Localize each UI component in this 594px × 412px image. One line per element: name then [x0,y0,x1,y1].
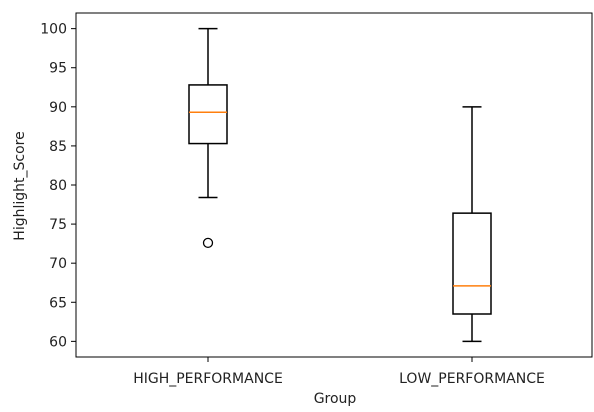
y-axis-ticks: 60 65 70 75 80 85 90 95 100 [40,22,76,350]
y-tick-label: 70 [49,256,67,272]
y-tick-label: 85 [49,139,67,155]
x-axis-label: Group [314,391,357,407]
y-tick-label: 60 [49,334,67,350]
box-high-performance [188,27,228,249]
x-tick-label: LOW_PERFORMANCE [399,371,545,387]
y-tick-label: 80 [49,178,67,194]
y-axis-label: Highlight_Score [12,131,28,240]
y-tick-label: 90 [49,100,67,116]
y-tick-label: 100 [40,22,67,38]
y-tick-label: 95 [49,61,67,77]
box-low-performance [452,106,492,343]
plot-area [75,12,593,358]
x-tick-label: HIGH_PERFORMANCE [133,371,283,387]
x-axis-ticks: HIGH_PERFORMANCE LOW_PERFORMANCE [133,357,545,387]
iqr-box [452,212,492,315]
y-tick-label: 65 [49,295,67,311]
iqr-box [188,84,228,145]
outlier-point [202,237,214,249]
box-series [188,27,492,343]
plot-frame [75,12,593,358]
y-tick-label: 75 [49,217,67,233]
